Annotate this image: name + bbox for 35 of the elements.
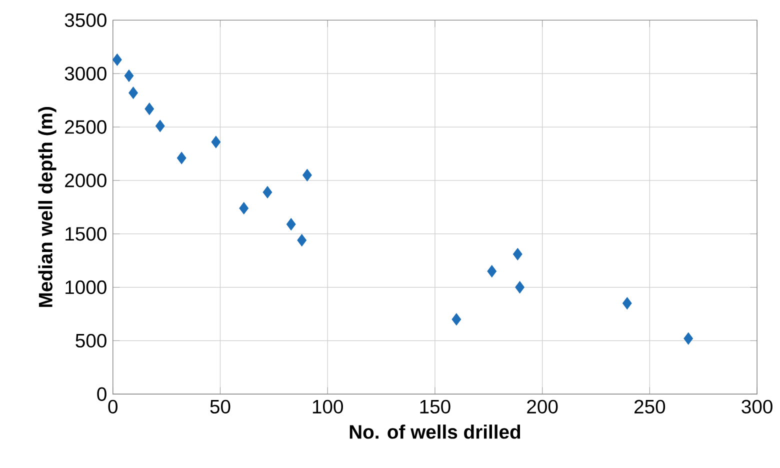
x-tick-label: 300 [742, 400, 772, 414]
x-tick-label: 250 [634, 400, 666, 414]
x-tick-label: 50 [210, 400, 230, 414]
point [211, 136, 221, 148]
y-tick-label: 1000 [66, 280, 106, 294]
point [297, 234, 307, 246]
x-axis-title: No. of wells drilled [350, 424, 520, 439]
y-tick-label: 3500 [64, 13, 106, 28]
point [302, 168, 312, 182]
x-tick-label: 0 [108, 400, 118, 414]
point [512, 248, 522, 260]
point [239, 202, 249, 214]
x-tick-label: 150 [420, 400, 450, 414]
y-tick-label: 2500 [65, 120, 106, 134]
y-tick-label: 1500 [66, 227, 106, 241]
y-tick-label: 0 [97, 387, 106, 401]
point [112, 54, 122, 66]
y-tick-label: 2000 [65, 174, 106, 188]
y-tick-label: 500 [76, 334, 106, 348]
x-tick-label: 100 [312, 400, 343, 414]
point [452, 313, 462, 326]
point [262, 186, 272, 198]
point [622, 297, 632, 310]
point [684, 332, 694, 345]
point [124, 70, 134, 82]
point [487, 265, 497, 278]
point [155, 120, 165, 132]
point [144, 102, 154, 115]
point [515, 281, 524, 294]
x-tick-label: 200 [527, 400, 558, 414]
y-tick-label: 3000 [64, 66, 106, 80]
point [128, 86, 138, 99]
point [176, 152, 186, 164]
point [286, 218, 296, 230]
y-axis-title: Median well depth (m) [38, 107, 56, 307]
